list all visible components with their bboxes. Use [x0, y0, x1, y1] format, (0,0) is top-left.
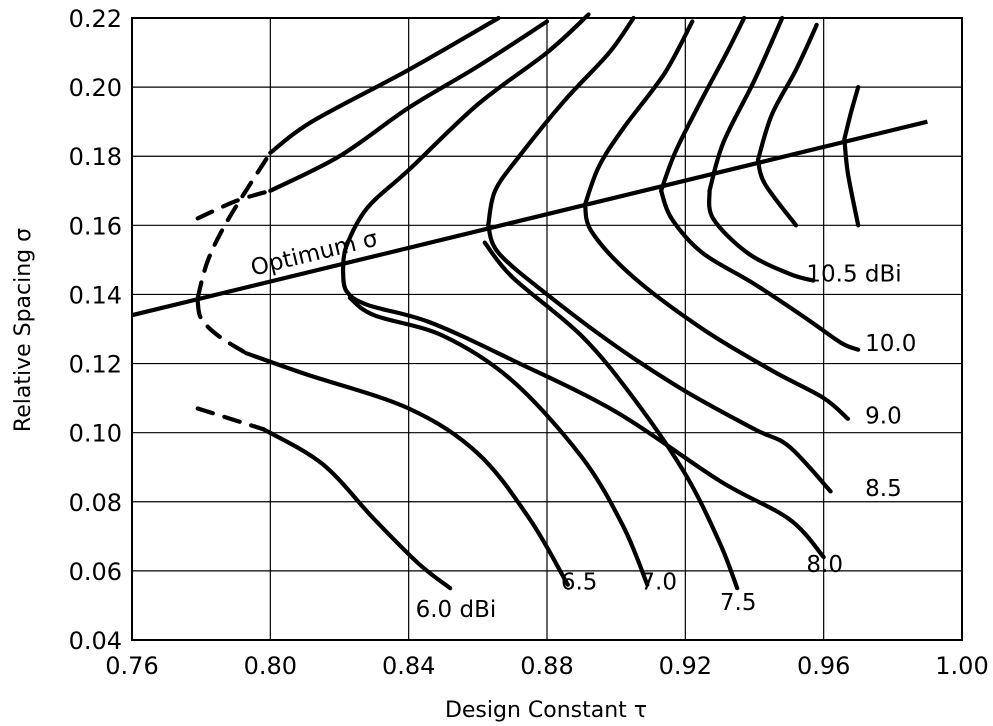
- gain-contour-line: [340, 268, 826, 560]
- gain-contour-line: [582, 19, 695, 207]
- gain-contour-line: [582, 202, 850, 421]
- gain-contour-line: [486, 223, 833, 494]
- gain-contour-label: 9.0: [865, 403, 902, 429]
- gain-contour-label: 8.0: [806, 552, 843, 578]
- x-tick-label: 0.84: [382, 652, 435, 680]
- gain-contour-label: 7.0: [640, 569, 677, 595]
- gain-contour-label: 10.0: [865, 331, 916, 357]
- gain-contour-line: [842, 85, 861, 141]
- x-axis-title: Design Constant τ: [445, 698, 647, 723]
- gain-contour-dashed: [195, 406, 266, 432]
- gain-contour-line: [755, 22, 819, 162]
- gain-contour-line: [261, 427, 453, 591]
- y-tick-label: 0.14: [69, 281, 122, 309]
- gain-contour-label: 10.5 dBi: [806, 262, 901, 288]
- gain-contour-line: [482, 240, 740, 591]
- axis-ticks: 0.76 0.80 0.84 0.88 0.92 0.96 1.00 0.04 0.06 0.08…: [69, 5, 989, 680]
- x-tick-label: 0.92: [659, 652, 712, 680]
- y-tick-label: 0.12: [69, 351, 122, 379]
- gain-contour-line: [842, 136, 861, 228]
- x-tick-label: 1.00: [935, 652, 988, 680]
- y-tick-label: 0.08: [69, 489, 122, 517]
- gain-contour-line: [659, 15, 747, 193]
- gain-contour-line: [340, 12, 591, 273]
- gain-contour-label: 8.5: [865, 476, 902, 502]
- gain-contour-line: [659, 188, 861, 352]
- gain-contour-line: [268, 19, 550, 193]
- gain-contour-label: 6.5: [561, 569, 598, 595]
- x-tick-label: 0.96: [797, 652, 850, 680]
- gain-contour-dashed: [195, 299, 249, 356]
- plot-frame: [131, 17, 963, 641]
- x-tick-label: 0.80: [244, 652, 297, 680]
- y-tick-label: 0.06: [69, 558, 122, 586]
- gain-contour-line: [707, 15, 785, 193]
- gain-contour-line: [244, 351, 570, 587]
- gain-contour-dashed: [195, 150, 273, 300]
- y-tick-label: 0.20: [69, 74, 122, 102]
- y-axis-title: Relative Spacing σ: [11, 228, 36, 432]
- gain-contour-line: [755, 157, 799, 228]
- y-tick-label: 0.04: [69, 627, 122, 655]
- gain-contour-label: 6.0 dBi: [416, 597, 497, 623]
- y-tick-label: 0.22: [69, 5, 122, 33]
- y-tick-label: 0.10: [69, 420, 122, 448]
- optimum-line-label: Optimum σ: [248, 226, 380, 282]
- optimum-line: [131, 119, 928, 318]
- curve-labels: 6.0 dBi 6.5 7.0 7.5 8.0 8.5 9.0 10.0 10.5 dBi: [416, 262, 917, 623]
- x-tick-label: 0.88: [520, 652, 573, 680]
- gain-contour-line: [268, 15, 501, 155]
- y-tick-label: 0.18: [69, 143, 122, 171]
- gain-contour-label: 7.5: [720, 590, 757, 616]
- gain-contour-line: [486, 15, 636, 228]
- gain-contour-line: [347, 295, 650, 587]
- y-tick-label: 0.16: [69, 212, 122, 240]
- x-tick-label: 0.76: [105, 652, 158, 680]
- gain-contour-dashed: [195, 188, 273, 221]
- gain-contour-line: [707, 188, 816, 283]
